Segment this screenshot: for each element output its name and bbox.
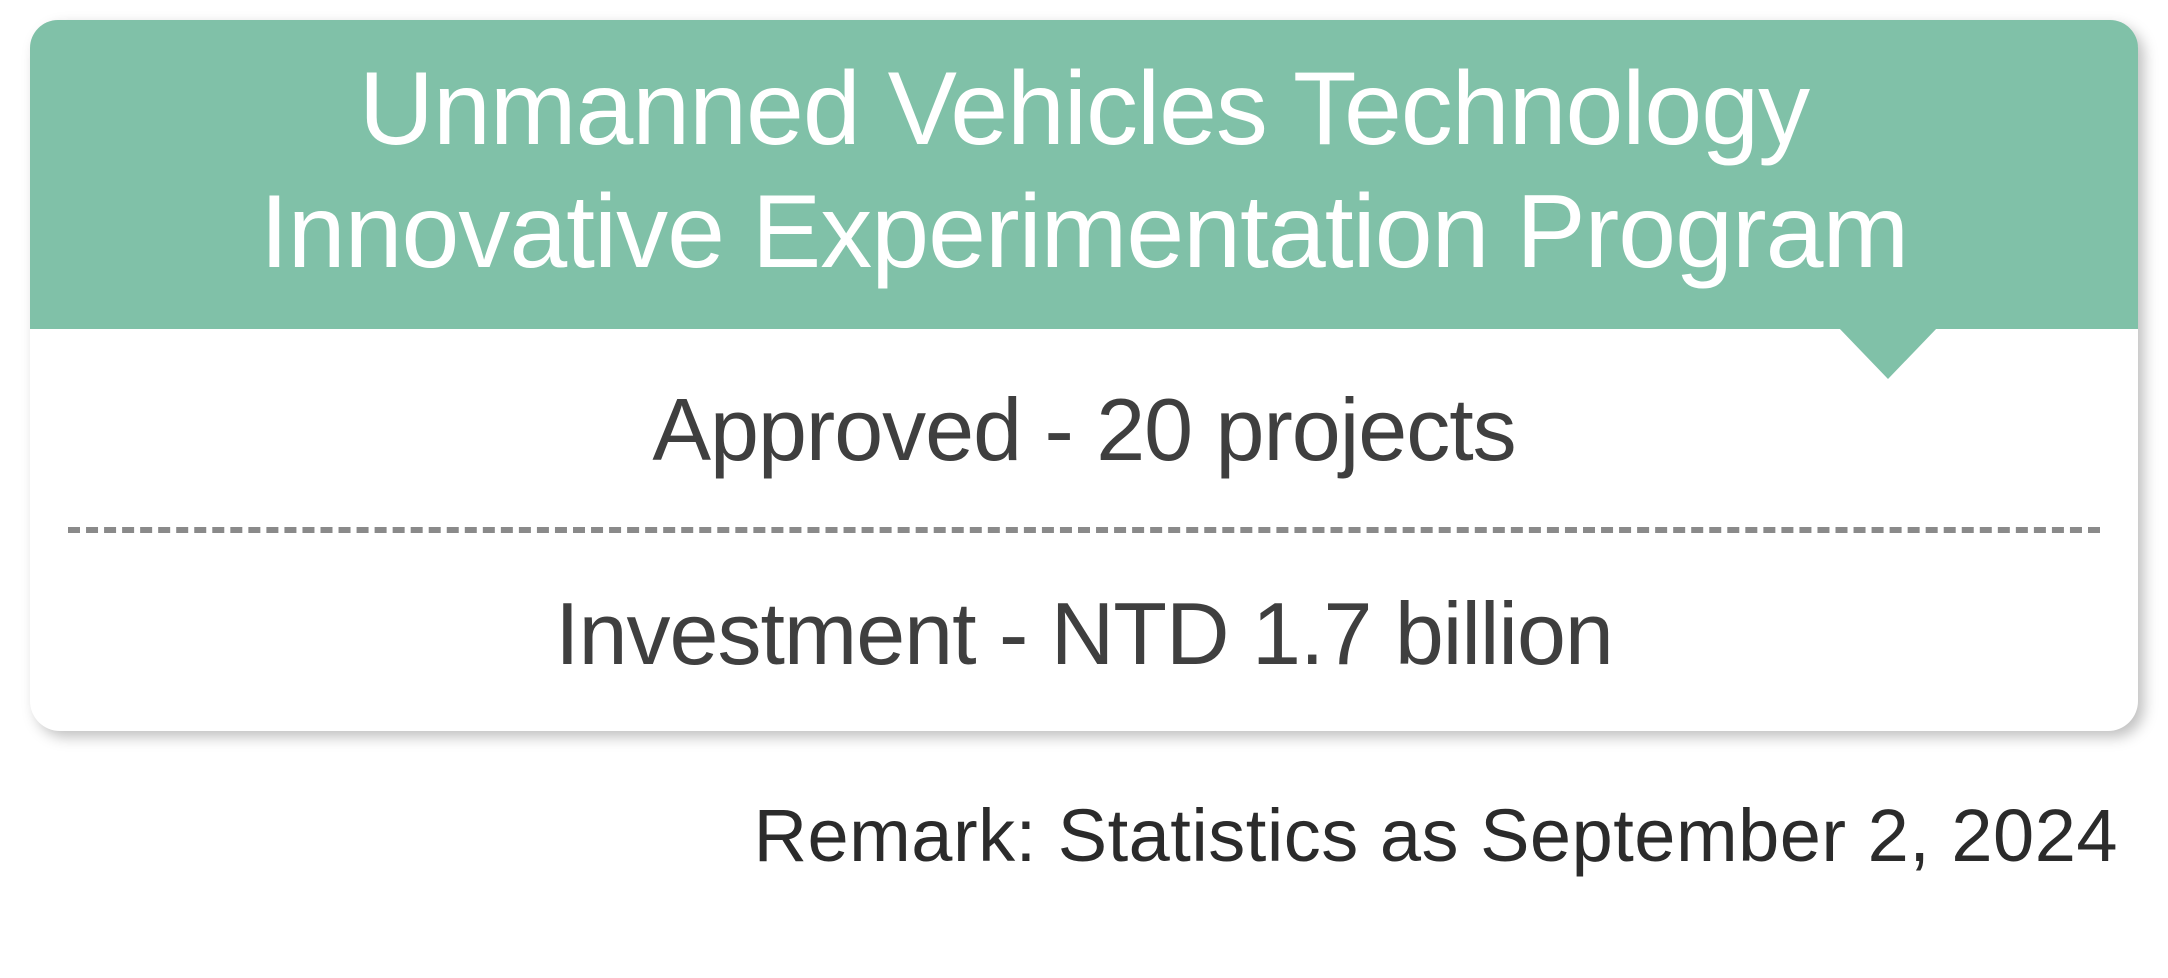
speech-tail-icon	[1838, 327, 1938, 379]
remark-text: Remark: Statistics as September 2, 2024	[30, 793, 2138, 878]
info-card: Unmanned Vehicles Technology Innovative …	[30, 20, 2138, 731]
stats-body: Approved - 20 projects Investment - NTD …	[30, 329, 2138, 731]
header-title: Unmanned Vehicles Technology Innovative …	[70, 48, 2098, 293]
stat-row-investment: Investment - NTD 1.7 billion	[30, 533, 2138, 731]
header-banner: Unmanned Vehicles Technology Innovative …	[30, 20, 2138, 329]
stat-row-approved: Approved - 20 projects	[30, 329, 2138, 527]
title-line-1: Unmanned Vehicles Technology	[359, 51, 1809, 167]
title-line-2: Innovative Experimentation Program	[260, 174, 1908, 290]
